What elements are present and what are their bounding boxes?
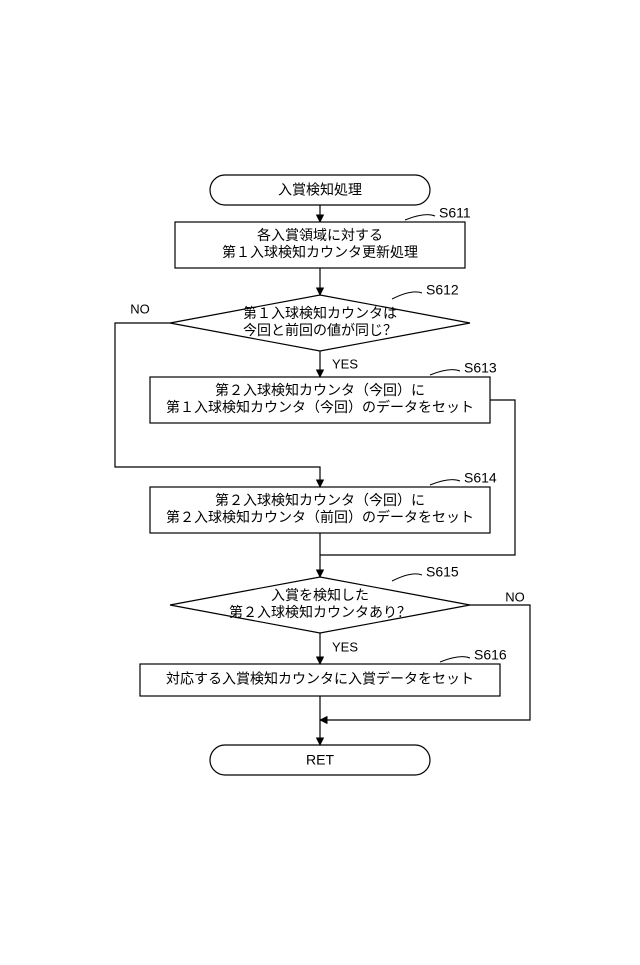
svg-text:YES: YES (332, 639, 358, 654)
svg-text:第２入球検知カウンタあり？: 第２入球検知カウンタあり？ (229, 604, 411, 620)
svg-text:第１入球検知カウンタ（今回）のデータをセット: 第１入球検知カウンタ（今回）のデータをセット (166, 399, 474, 415)
svg-text:入賞検知処理: 入賞検知処理 (278, 182, 362, 198)
svg-text:NO: NO (130, 301, 150, 316)
svg-text:第１入球検知カウンタ更新処理: 第１入球検知カウンタ更新処理 (222, 244, 418, 260)
svg-text:S612: S612 (426, 282, 459, 298)
svg-text:S611: S611 (439, 205, 471, 221)
svg-text:入賞を検知した: 入賞を検知した (271, 587, 369, 603)
svg-text:S616: S616 (474, 647, 507, 663)
svg-text:今回と前回の値が同じ？: 今回と前回の値が同じ？ (243, 322, 397, 338)
svg-text:対応する入賞検知カウンタに入賞データをセット: 対応する入賞検知カウンタに入賞データをセット (166, 671, 474, 687)
svg-text:第２入球検知カウンタ（前回）のデータをセット: 第２入球検知カウンタ（前回）のデータをセット (166, 509, 474, 525)
flowchart-diagram: 入賞検知処理各入賞領域に対する第１入球検知カウンタ更新処理 S611 第１入球検知カ… (0, 0, 640, 965)
svg-text:S615: S615 (426, 564, 459, 580)
svg-text:YES: YES (332, 356, 358, 371)
svg-text:第２入球検知カウンタ（今回）に: 第２入球検知カウンタ（今回）に (215, 382, 425, 398)
svg-text:第１入球検知カウンタは: 第１入球検知カウンタは (243, 305, 397, 321)
svg-text:第２入球検知カウンタ（今回）に: 第２入球検知カウンタ（今回）に (215, 492, 425, 508)
svg-text:S613: S613 (464, 360, 497, 376)
svg-text:NO: NO (505, 589, 525, 604)
svg-text:S614: S614 (464, 470, 497, 486)
svg-text:RET: RET (306, 752, 334, 768)
svg-text:各入賞領域に対する: 各入賞領域に対する (257, 227, 383, 243)
